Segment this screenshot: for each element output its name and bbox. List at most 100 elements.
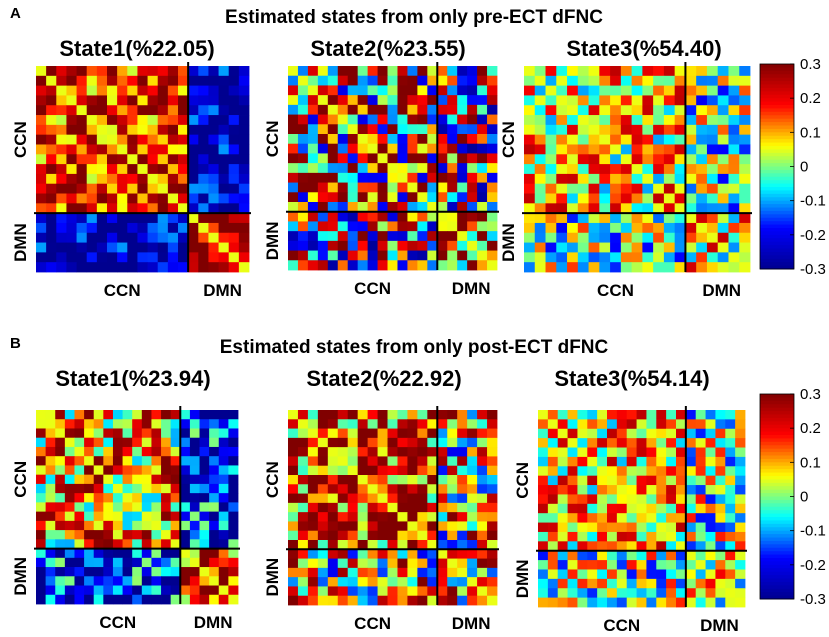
heatmap-cell (377, 143, 388, 154)
colorbar-segment (760, 77, 794, 82)
heatmap-cell (467, 530, 478, 541)
heatmap-cell (357, 250, 369, 261)
heatmap-cell (151, 493, 162, 503)
heatmap-cell (55, 419, 66, 429)
heatmap-cell (84, 493, 95, 503)
heatmap-cell (347, 153, 359, 164)
heatmap-cell (137, 144, 148, 155)
heatmap-cell (112, 493, 123, 503)
heatmap-cell (626, 597, 637, 608)
heatmap-cell (198, 203, 209, 214)
heatmap-cell (666, 466, 677, 477)
heatmap-cell (357, 182, 369, 193)
heatmap-cell (607, 531, 618, 542)
heatmap-cell (86, 105, 98, 116)
heatmap-cell (685, 252, 697, 263)
heatmap-cell (189, 437, 200, 448)
heatmap-cell (477, 428, 488, 439)
heatmap-cell (663, 262, 676, 273)
heatmap-cell (103, 530, 114, 540)
heatmap-cell (288, 530, 299, 541)
heatmap-cell (587, 456, 598, 467)
heatmap-cell (705, 485, 716, 495)
heatmap-cell (397, 595, 408, 606)
heatmap-cell (715, 578, 726, 589)
heatmap-cell (487, 114, 498, 125)
heatmap-cell (427, 182, 438, 193)
heatmap-cell (427, 231, 438, 242)
heatmap-cell (66, 95, 77, 106)
heatmap-cell (642, 95, 654, 106)
heatmap-cell (76, 134, 88, 145)
heatmap-cell (238, 154, 250, 165)
heatmap-cell (347, 521, 359, 532)
heatmap-cell (297, 172, 309, 183)
heatmap-cell (189, 419, 200, 429)
heatmap-cell (357, 153, 369, 164)
heatmap-cell (457, 95, 468, 106)
heatmap-cell (66, 144, 77, 155)
heatmap-cell (467, 182, 478, 193)
heatmap-cell (545, 203, 557, 214)
heatmap-cell (147, 242, 159, 253)
heatmap-cell (297, 143, 309, 154)
heatmap-cell (218, 213, 230, 224)
heatmap-cell (288, 484, 299, 494)
heatmap-cell (407, 540, 418, 550)
heatmap-cell (288, 143, 299, 154)
heatmap-cell (167, 95, 179, 106)
colorbar: 0.30.20.10-0.1-0.2-0.3 (759, 56, 826, 278)
heatmap-cell (86, 115, 98, 126)
heatmap-cell (547, 410, 559, 420)
heatmap-cell (56, 124, 67, 136)
heatmap-cell (297, 250, 309, 261)
heatmap-cell (646, 494, 657, 505)
heatmap-cell (228, 222, 240, 234)
heatmap-cell (55, 446, 66, 457)
heatmap-cell (151, 474, 162, 485)
colorbar-segment (760, 424, 794, 429)
heatmap-cell (238, 222, 250, 234)
heatmap-cell (447, 250, 458, 261)
heatmap-cell (646, 578, 657, 589)
heatmap-cell (161, 428, 172, 439)
heatmap-cell (685, 522, 697, 533)
heatmap-cell (307, 512, 319, 522)
heatmap-cell (487, 484, 498, 494)
heatmap-cell (74, 483, 85, 494)
heatmap-cell (198, 105, 209, 116)
heatmap-cell (417, 484, 428, 494)
heatmap-cell (676, 494, 687, 505)
heatmap-cell (477, 484, 488, 494)
heatmap-cell (180, 576, 191, 586)
heatmap-cell (36, 585, 47, 596)
heatmap-cell (74, 419, 85, 429)
heatmap-cell (347, 172, 359, 183)
heatmap-cell (631, 115, 643, 126)
heatmap-cell (189, 567, 200, 577)
heatmap-cell (188, 105, 199, 116)
heatmap-cell (487, 202, 498, 213)
heatmap-cell (199, 446, 210, 457)
heatmap-cell (387, 260, 398, 271)
heatmap-cell (228, 483, 239, 494)
heatmap-cell (685, 578, 697, 589)
heatmap-cell (317, 437, 329, 448)
heatmap-cell (347, 437, 359, 448)
heatmap-cell (538, 485, 549, 495)
heatmap-cell (208, 164, 219, 175)
heatmap-cell (577, 183, 589, 194)
heatmap-cell (208, 134, 219, 145)
heatmap-cell (695, 550, 706, 561)
heatmap-cell (228, 474, 239, 485)
heatmap-cell (137, 105, 148, 116)
heatmap-cell (209, 557, 220, 568)
heatmap-cell (597, 560, 608, 570)
heatmap-cell (141, 474, 152, 485)
heatmap-cell (367, 465, 378, 476)
heatmap-cell (137, 203, 148, 214)
heatmap-cell (317, 211, 329, 222)
heatmap-cell (666, 560, 677, 570)
heatmap-cell (180, 419, 191, 429)
heatmap-cell (84, 483, 95, 494)
